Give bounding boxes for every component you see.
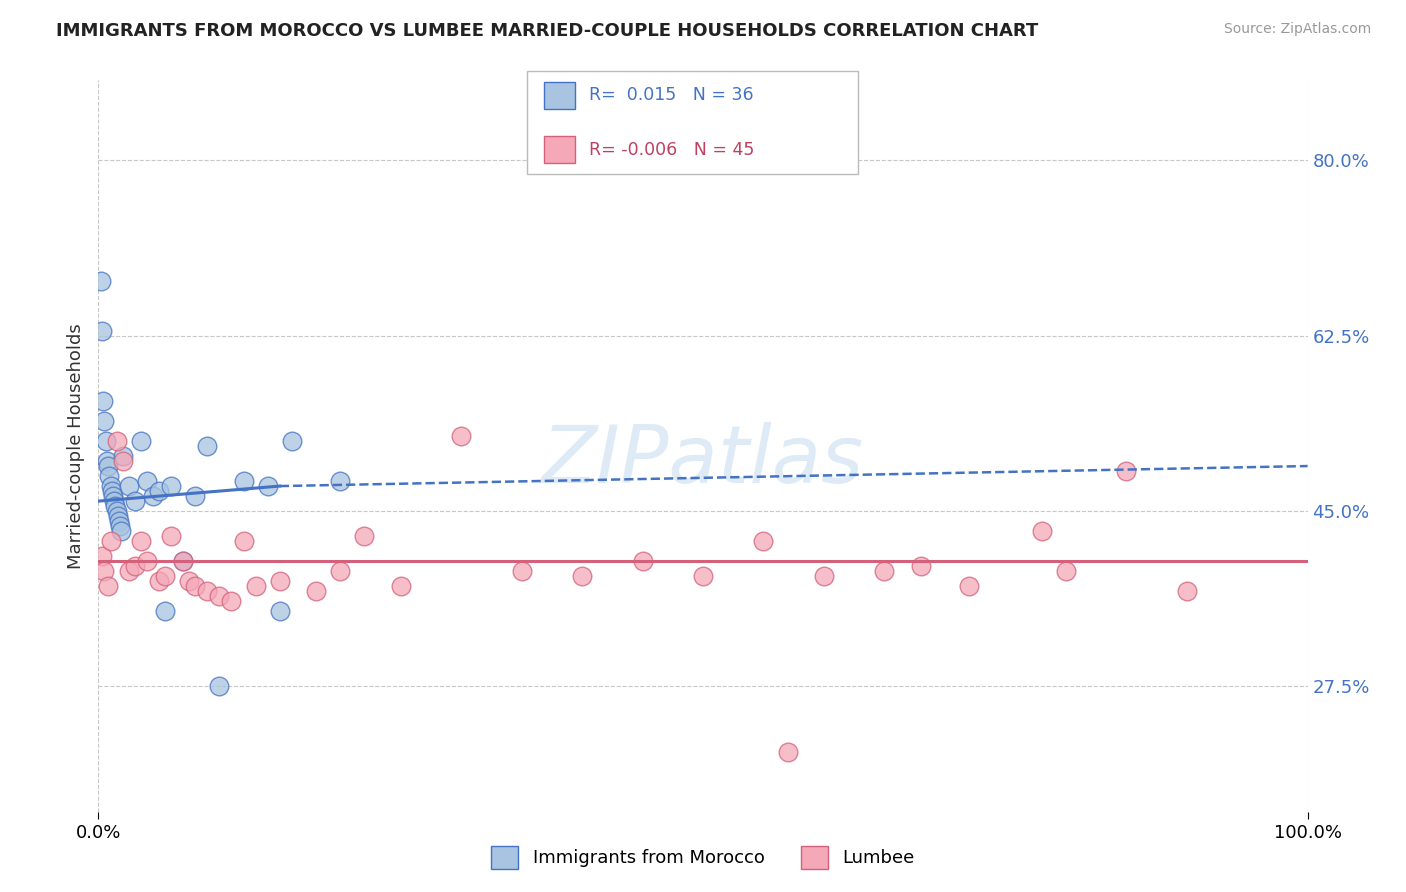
Point (208, 680, 231, 694)
Point (910, 559, 932, 574)
Point (105, 504, 128, 518)
Point (100, 479, 122, 493)
Point (98, 469, 121, 483)
Point (631, 554, 654, 568)
Point (692, 569, 714, 583)
Point (148, 484, 170, 499)
Point (124, 494, 146, 508)
Text: IMMIGRANTS FROM MOROCCO VS LUMBEE MARRIED-COUPLE HOUSEHOLDS CORRELATION CHART: IMMIGRANTS FROM MOROCCO VS LUMBEE MARRIE… (56, 22, 1039, 40)
Point (269, 604, 291, 618)
Point (353, 529, 375, 543)
Point (195, 439, 218, 453)
Point (172, 554, 194, 568)
Point (184, 579, 207, 593)
Point (221, 594, 243, 608)
Point (571, 569, 593, 583)
Point (752, 534, 775, 549)
Point (93, 564, 115, 578)
Point (96, 454, 118, 468)
Point (111, 454, 134, 468)
Text: R=  0.015   N = 36: R= 0.015 N = 36 (589, 87, 754, 104)
Point (873, 564, 896, 578)
Point (269, 574, 291, 589)
Point (1031, 524, 1053, 538)
Point (135, 474, 157, 488)
Point (160, 479, 183, 493)
Point (776, 745, 799, 759)
Point (118, 564, 141, 578)
Point (957, 579, 980, 593)
Point (129, 534, 152, 549)
Point (172, 554, 194, 568)
Point (281, 434, 304, 448)
Legend: Immigrants from Morocco, Lumbee: Immigrants from Morocco, Lumbee (491, 847, 915, 869)
Point (124, 559, 146, 574)
Point (389, 579, 412, 593)
Point (90, 274, 112, 288)
Text: Source: ZipAtlas.com: Source: ZipAtlas.com (1223, 22, 1371, 37)
Point (450, 429, 472, 443)
Point (103, 494, 125, 508)
Point (232, 474, 254, 488)
Point (142, 489, 165, 503)
Point (153, 604, 176, 618)
Point (108, 514, 131, 528)
Point (91, 324, 114, 338)
Text: ZIPatlas: ZIPatlas (541, 422, 865, 500)
Point (107, 509, 129, 524)
Y-axis label: Married-couple Households: Married-couple Households (66, 323, 84, 569)
Point (813, 569, 835, 583)
Point (104, 499, 127, 513)
Point (100, 484, 122, 499)
Point (100, 534, 122, 549)
Point (91, 549, 114, 564)
Point (184, 489, 207, 503)
Point (148, 574, 170, 589)
Point (105, 434, 128, 448)
Point (1054, 564, 1077, 578)
Point (256, 479, 278, 493)
Point (179, 574, 201, 589)
Point (245, 579, 267, 593)
Point (97, 579, 120, 593)
Point (1115, 464, 1137, 478)
Point (160, 529, 183, 543)
Point (1175, 584, 1198, 599)
Point (93, 414, 115, 428)
Point (94, 434, 117, 448)
Point (153, 569, 176, 583)
Point (329, 564, 352, 578)
Point (135, 554, 157, 568)
Point (232, 534, 254, 549)
Point (510, 564, 533, 578)
Point (108, 519, 131, 533)
Point (195, 584, 218, 599)
Point (305, 584, 328, 599)
Point (129, 434, 152, 448)
Point (208, 589, 231, 603)
Point (110, 524, 132, 538)
Point (329, 474, 352, 488)
Point (91, 393, 114, 408)
Point (101, 489, 124, 503)
Point (118, 479, 141, 493)
Text: R= -0.006   N = 45: R= -0.006 N = 45 (589, 141, 755, 159)
Point (111, 449, 134, 463)
Point (97, 458, 120, 473)
